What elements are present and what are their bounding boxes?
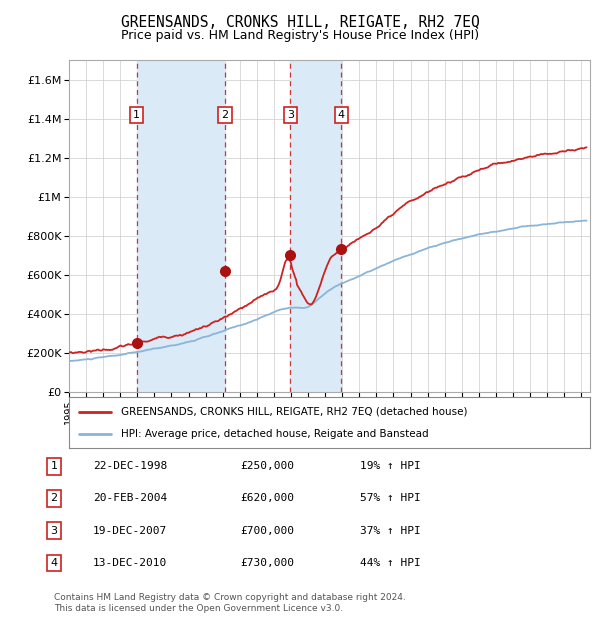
Text: £620,000: £620,000	[240, 494, 294, 503]
Text: 3: 3	[50, 526, 58, 536]
Text: 19-DEC-2007: 19-DEC-2007	[93, 526, 167, 536]
Text: Price paid vs. HM Land Registry's House Price Index (HPI): Price paid vs. HM Land Registry's House …	[121, 29, 479, 42]
Text: 22-DEC-1998: 22-DEC-1998	[93, 461, 167, 471]
Text: 37% ↑ HPI: 37% ↑ HPI	[360, 526, 421, 536]
Bar	[290, 60, 341, 392]
Text: 4: 4	[338, 110, 345, 120]
Text: 20-FEB-2004: 20-FEB-2004	[93, 494, 167, 503]
Text: £700,000: £700,000	[240, 526, 294, 536]
Text: Contains HM Land Registry data © Crown copyright and database right 2024.
This d: Contains HM Land Registry data © Crown c…	[54, 593, 406, 613]
Text: GREENSANDS, CRONKS HILL, REIGATE, RH2 7EQ (detached house): GREENSANDS, CRONKS HILL, REIGATE, RH2 7E…	[121, 407, 467, 417]
Text: 57% ↑ HPI: 57% ↑ HPI	[360, 494, 421, 503]
Text: 2: 2	[50, 494, 58, 503]
Text: GREENSANDS, CRONKS HILL, REIGATE, RH2 7EQ: GREENSANDS, CRONKS HILL, REIGATE, RH2 7E…	[121, 15, 479, 30]
Bar	[137, 60, 225, 392]
Text: 1: 1	[50, 461, 58, 471]
Text: 19% ↑ HPI: 19% ↑ HPI	[360, 461, 421, 471]
Text: 3: 3	[287, 110, 294, 120]
Text: 2: 2	[221, 110, 229, 120]
Text: 13-DEC-2010: 13-DEC-2010	[93, 558, 167, 568]
Text: £250,000: £250,000	[240, 461, 294, 471]
Text: 44% ↑ HPI: 44% ↑ HPI	[360, 558, 421, 568]
Text: 4: 4	[50, 558, 58, 568]
Text: £730,000: £730,000	[240, 558, 294, 568]
Text: 1: 1	[133, 110, 140, 120]
Text: HPI: Average price, detached house, Reigate and Banstead: HPI: Average price, detached house, Reig…	[121, 429, 429, 439]
